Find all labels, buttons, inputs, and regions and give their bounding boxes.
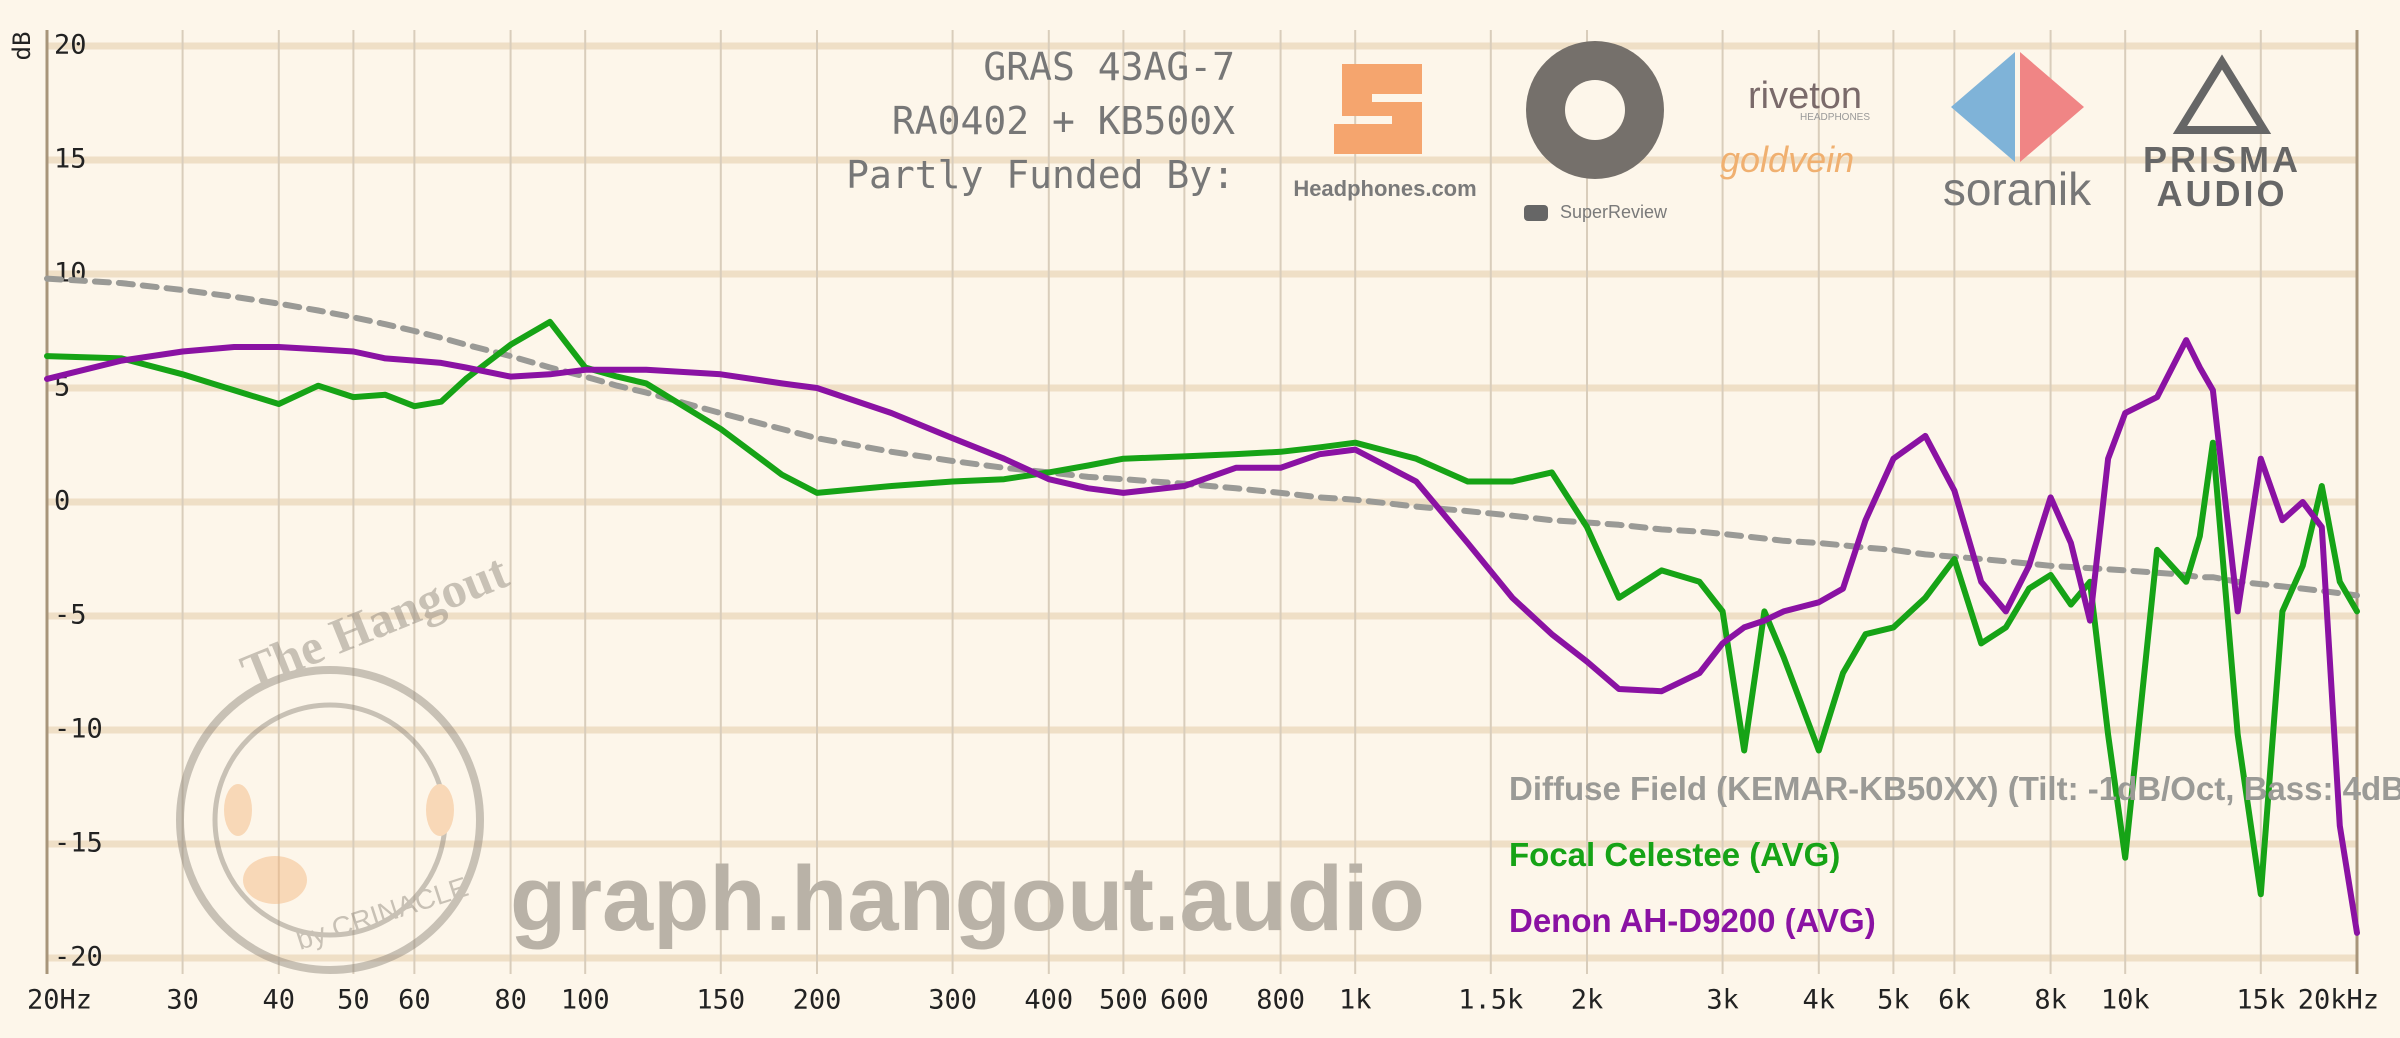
x-tick-label: 80 bbox=[494, 985, 527, 1016]
watermark-beak bbox=[243, 856, 307, 904]
y-tick-label: -5 bbox=[54, 600, 87, 631]
x-tick-label: 200 bbox=[793, 985, 842, 1016]
x-tick-label: 600 bbox=[1160, 985, 1209, 1016]
sponsor: SuperReview bbox=[1560, 202, 1668, 222]
sponsor: HEADPHONES bbox=[1800, 112, 1870, 123]
legend-entry: Diffuse Field (KEMAR-KB50XX) (Tilt: -1dB… bbox=[1509, 770, 2400, 807]
x-tick-label: 500 bbox=[1099, 985, 1148, 1016]
series-line bbox=[44, 318, 2360, 898]
rig: GRAS 43AG-7 bbox=[983, 45, 1235, 89]
plot bbox=[44, 275, 2360, 936]
x-tick-label: 150 bbox=[696, 985, 745, 1016]
watermark-ear bbox=[224, 784, 252, 836]
y-tick-label: -10 bbox=[54, 714, 103, 745]
watermark-ring bbox=[212, 702, 448, 938]
funding: Partly Funded By: bbox=[846, 153, 1235, 197]
logo-mark bbox=[1524, 205, 1548, 221]
x-tick-label: 40 bbox=[263, 985, 296, 1016]
sponsor: Headphones.com bbox=[1293, 176, 1476, 201]
x-tick-label: 100 bbox=[561, 985, 610, 1016]
y-tick-label: 0 bbox=[54, 486, 70, 517]
x-tick-label: 10k bbox=[2101, 985, 2150, 1016]
y-axis-label: dB bbox=[8, 32, 36, 61]
sponsor: soranik bbox=[1943, 163, 2092, 215]
sponsor: AUDIO bbox=[2157, 173, 2288, 214]
logo-mark bbox=[2020, 52, 2084, 162]
legend-entry: Focal Celestee (AVG) bbox=[1509, 836, 1840, 873]
legend: Diffuse Field (KEMAR-KB50XX) (Tilt: -1dB… bbox=[1509, 770, 2400, 939]
x-tick-label: 30 bbox=[166, 985, 199, 1016]
sponsor: PRISMA bbox=[2143, 139, 2301, 180]
x-tick-label: 50 bbox=[337, 985, 370, 1016]
y-tick-label: -15 bbox=[54, 828, 103, 859]
x-tick-label: 1k bbox=[1339, 985, 1372, 1016]
x-tick-label: 800 bbox=[1256, 985, 1305, 1016]
x-tick-label: 8k bbox=[2034, 985, 2067, 1016]
x-tick-label: 300 bbox=[928, 985, 977, 1016]
x-tick-label: 400 bbox=[1024, 985, 1073, 1016]
watermark-ear bbox=[426, 784, 454, 836]
series-line bbox=[44, 275, 2360, 599]
sponsor: goldvein bbox=[1720, 139, 1854, 180]
watermark-ring bbox=[176, 666, 484, 974]
sponsor-logos: Headphones.com SuperReview riveton HEADP… bbox=[1293, 41, 2301, 222]
legend-entry: Denon AH-D9200 (AVG) bbox=[1509, 902, 1876, 939]
x-tick-label: 20Hz bbox=[27, 985, 92, 1016]
logo-mark bbox=[1565, 80, 1625, 140]
x-tick-label: 20kHz bbox=[2298, 985, 2379, 1016]
x-tick-label: 3k bbox=[1706, 985, 1739, 1016]
x-tick-label: 4k bbox=[1803, 985, 1836, 1016]
x-tick-label: 5k bbox=[1877, 985, 1910, 1016]
watermark-url: graph.hangout.audio bbox=[510, 848, 1425, 950]
sponsor: riveton bbox=[1748, 75, 1862, 117]
logo-mark bbox=[1951, 52, 2015, 162]
x-tick-label: 60 bbox=[398, 985, 431, 1016]
x-tick-label: 15k bbox=[2236, 985, 2285, 1016]
y-tick-label: 20 bbox=[54, 30, 87, 61]
logo-mark bbox=[1334, 64, 1422, 154]
y-tick-label: -20 bbox=[54, 942, 103, 973]
x-tick-label: 2k bbox=[1571, 985, 1604, 1016]
x-tick-label: 6k bbox=[1938, 985, 1971, 1016]
x-tick-label: 1.5k bbox=[1458, 985, 1523, 1016]
series-line bbox=[44, 337, 2360, 936]
setup: RA0402 + KB500X bbox=[892, 99, 1235, 143]
logo-mark bbox=[2172, 54, 2272, 134]
y-tick-label: 10 bbox=[54, 258, 87, 289]
y-tick-label: 15 bbox=[54, 144, 87, 175]
